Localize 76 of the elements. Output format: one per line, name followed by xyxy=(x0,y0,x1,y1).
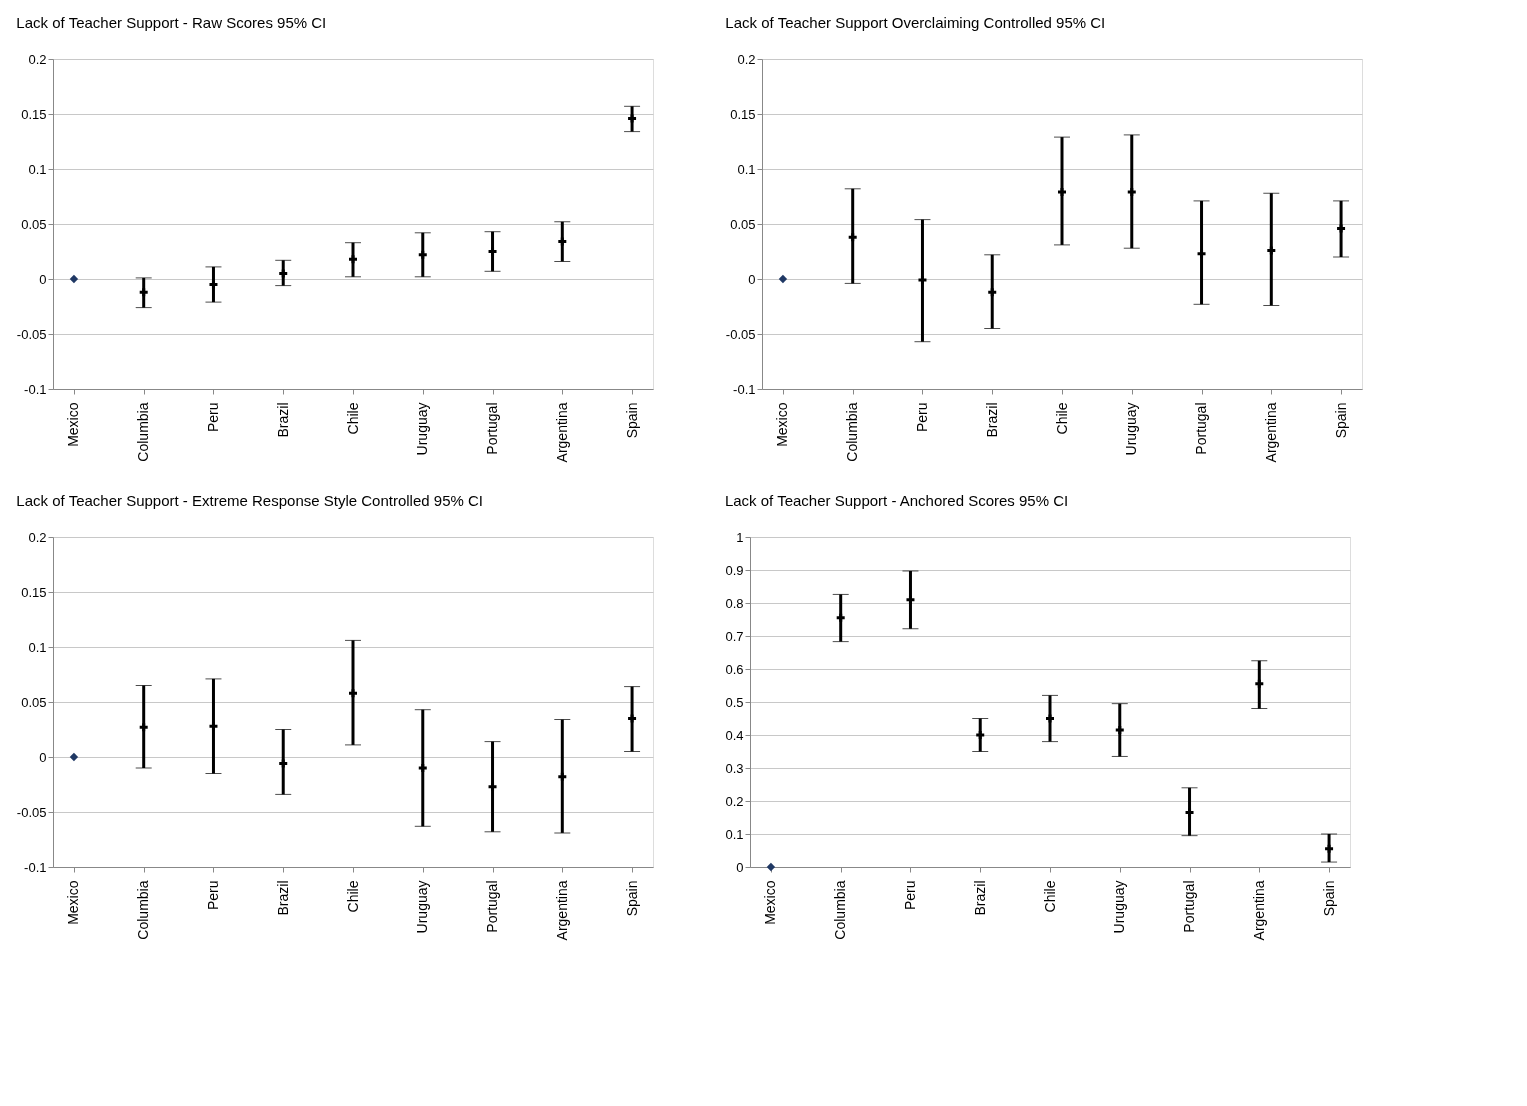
y-tick-label: 0.2 xyxy=(737,51,756,67)
y-tick-label: -0.05 xyxy=(16,326,47,342)
y-tick-label: 0.05 xyxy=(21,694,47,710)
x-tick-label: Chile xyxy=(1041,880,1058,913)
x-tick-label: Uruguay xyxy=(414,880,431,934)
x-tick-label: Peru xyxy=(204,880,221,911)
x-tick-label: Columbia xyxy=(135,402,152,462)
chart-title: Lack of Teacher Support - Raw Scores 95% CI xyxy=(16,14,327,31)
y-tick-label: 1 xyxy=(736,529,744,545)
x-tick-label: Peru xyxy=(901,880,918,911)
y-tick-label: 0.15 xyxy=(730,106,756,122)
x-tick-label: Chile xyxy=(344,880,361,913)
x-tick-label: Brazil xyxy=(971,880,988,916)
y-tick-label: 0.2 xyxy=(28,51,47,67)
chart-title: Lack of Teacher Support - Anchored Scores 95% CI xyxy=(724,492,1069,509)
y-tick-label: 0.1 xyxy=(28,161,47,177)
x-tick-label: Columbia xyxy=(135,880,152,940)
x-tick-label: Peru xyxy=(913,402,930,433)
x-tick-label: Uruguay xyxy=(414,402,431,456)
x-tick-label: Portugal xyxy=(484,880,501,933)
x-tick-label: Peru xyxy=(204,402,221,433)
y-tick-label: 0.5 xyxy=(725,694,744,710)
chart-title: Lack of Teacher Support - Extreme Response Style Controlled 95% CI xyxy=(16,492,484,509)
point xyxy=(69,274,79,284)
point xyxy=(778,274,788,284)
y-tick-label: 0.8 xyxy=(725,595,744,611)
x-tick-label: Argentina xyxy=(553,402,570,463)
y-tick-label: -0.1 xyxy=(24,859,47,875)
x-tick-label: Spain xyxy=(1332,402,1349,439)
y-tick-label: 0 xyxy=(736,859,744,875)
x-tick-label: Argentina xyxy=(1250,880,1267,941)
y-tick-label: 0.2 xyxy=(28,529,47,545)
x-tick-label: Mexico xyxy=(762,880,779,925)
x-tick-label: Mexico xyxy=(65,880,82,925)
x-tick-label: Brazil xyxy=(983,402,1000,438)
y-tick-label: -0.05 xyxy=(725,326,756,342)
y-tick-label: 0.15 xyxy=(21,106,47,122)
x-tick-label: Chile xyxy=(1053,402,1070,435)
x-tick-label: Spain xyxy=(623,880,640,917)
x-tick-label: Mexico xyxy=(65,402,82,447)
x-tick-label: Chile xyxy=(344,402,361,435)
y-tick-label: 0.15 xyxy=(21,584,47,600)
y-tick-label: 0.1 xyxy=(737,161,756,177)
y-tick-label: 0.05 xyxy=(730,216,756,232)
x-tick-label: Columbia xyxy=(832,880,849,940)
y-tick-label: 0.1 xyxy=(725,826,744,842)
y-tick-label: 0 xyxy=(748,271,756,287)
x-tick-label: Portugal xyxy=(1181,880,1198,933)
y-tick-label: 0.4 xyxy=(725,727,744,743)
y-tick-label: 0.1 xyxy=(28,639,47,655)
y-tick-label: 0.6 xyxy=(725,661,744,677)
point xyxy=(69,752,79,762)
x-tick-label: Spain xyxy=(1320,880,1337,917)
y-tick-label: -0.1 xyxy=(733,381,756,397)
x-tick-label: Columbia xyxy=(844,402,861,462)
x-tick-label: Brazil xyxy=(274,880,291,916)
y-tick-label: 0.7 xyxy=(725,628,744,644)
x-tick-label: Uruguay xyxy=(1123,402,1140,456)
x-tick-label: Argentina xyxy=(1262,402,1279,463)
y-tick-label: -0.05 xyxy=(16,804,47,820)
point xyxy=(766,862,776,872)
x-tick-label: Portugal xyxy=(1193,402,1210,455)
x-tick-label: Argentina xyxy=(553,880,570,941)
y-tick-label: 0.2 xyxy=(725,793,744,809)
y-tick-label: -0.1 xyxy=(24,381,47,397)
y-tick-label: 0 xyxy=(39,271,47,287)
y-tick-label: 0 xyxy=(39,749,47,765)
y-tick-label: 0.05 xyxy=(21,216,47,232)
x-tick-label: Mexico xyxy=(774,402,791,447)
chart-title: Lack of Teacher Support Overclaiming Controlled 95% CI xyxy=(725,14,1106,31)
x-tick-label: Portugal xyxy=(484,402,501,455)
x-tick-label: Uruguay xyxy=(1111,880,1128,934)
y-tick-label: 0.3 xyxy=(725,760,744,776)
y-tick-label: 0.9 xyxy=(725,562,744,578)
x-tick-label: Spain xyxy=(623,402,640,439)
x-tick-label: Brazil xyxy=(274,402,291,438)
